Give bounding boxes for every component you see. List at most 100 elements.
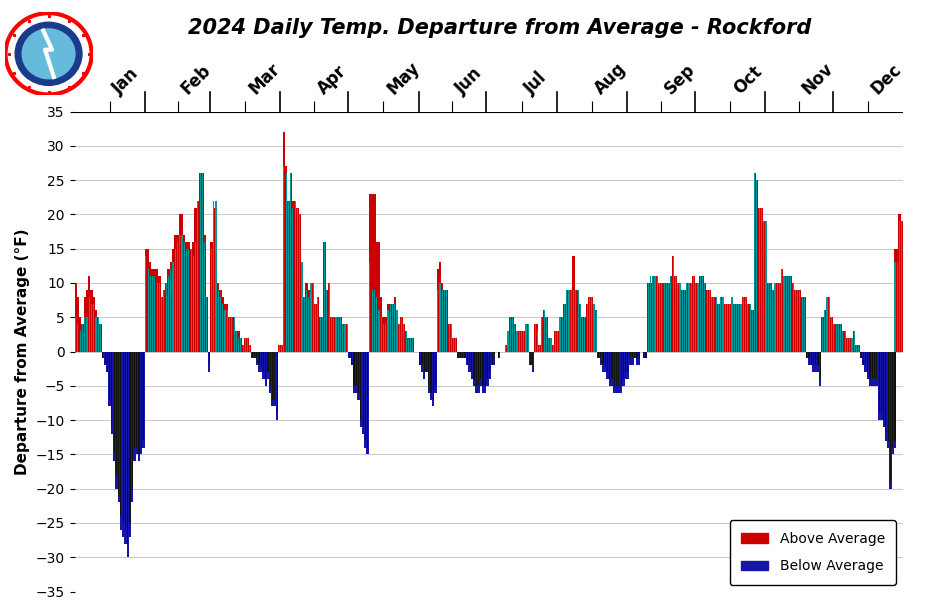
Bar [654,276,656,352]
Bar [106,352,108,372]
Bar [147,269,149,352]
Bar [75,283,77,352]
Bar [219,290,222,352]
Bar [250,344,251,352]
Bar [541,317,542,352]
Bar [344,324,346,352]
Bar [177,242,179,352]
Bar [620,352,623,392]
Bar [681,290,684,352]
Bar [139,352,140,454]
Bar [113,352,116,461]
Bar [605,352,606,365]
Bar [579,304,582,352]
Bar [650,276,651,352]
Bar [513,324,516,352]
Bar [856,344,857,352]
Bar [225,311,226,352]
Bar [740,304,742,352]
Bar [806,352,808,359]
Bar [310,283,312,352]
Bar [424,352,425,372]
Bar [460,352,462,359]
Bar [561,317,562,352]
Bar [621,352,622,386]
Bar [767,283,770,352]
Bar [770,283,771,352]
Bar [651,276,654,352]
Bar [532,352,534,372]
Circle shape [22,29,75,79]
Bar [589,296,590,352]
Bar [89,296,90,352]
Bar [577,290,579,352]
Bar [577,290,579,352]
Bar [854,331,855,352]
Bar [252,352,253,359]
Bar [648,283,649,352]
Bar [751,311,754,352]
Bar [222,304,223,352]
Bar [206,296,207,352]
Bar [265,352,266,379]
Bar [291,200,294,352]
Bar [363,352,364,427]
Bar [889,352,892,489]
Bar [86,317,88,352]
Bar [847,338,848,352]
Bar [471,352,473,379]
Bar [721,296,722,352]
Bar [711,296,712,352]
Bar [127,352,129,557]
Bar [278,344,280,352]
Bar [493,352,496,365]
Bar [134,352,135,448]
Bar [253,352,255,359]
Bar [278,344,280,352]
Bar [462,352,463,359]
Bar [305,283,308,352]
Bar [646,352,647,359]
Bar [432,352,435,407]
Bar [398,324,401,352]
Bar [706,290,709,352]
Bar [452,338,455,352]
Bar [285,167,288,352]
Bar [165,283,167,352]
Bar [376,296,377,352]
Bar [818,352,819,365]
Bar [455,338,456,352]
Bar [120,352,122,530]
Bar [163,290,165,352]
Bar [397,311,398,352]
Bar [627,352,628,372]
Bar [760,207,762,352]
Bar [804,296,805,352]
Bar [474,352,475,379]
Bar [607,352,608,372]
Bar [838,324,839,352]
Bar [876,352,878,386]
Bar [815,352,817,365]
Circle shape [6,13,92,95]
Bar [548,338,549,352]
Bar [783,276,785,352]
Bar [95,317,96,352]
Bar [220,296,221,352]
Bar [339,317,341,352]
Bar [504,344,507,352]
Bar [272,352,273,400]
Bar [179,235,180,352]
Bar [593,304,595,352]
Bar [536,331,538,352]
Bar [657,276,658,352]
Bar [610,352,613,386]
Bar [229,317,230,352]
Bar [668,283,670,352]
Bar [758,207,760,352]
Bar [559,317,561,352]
Bar [821,317,823,352]
Bar [632,352,633,359]
Bar [885,352,886,434]
Bar [771,290,774,352]
